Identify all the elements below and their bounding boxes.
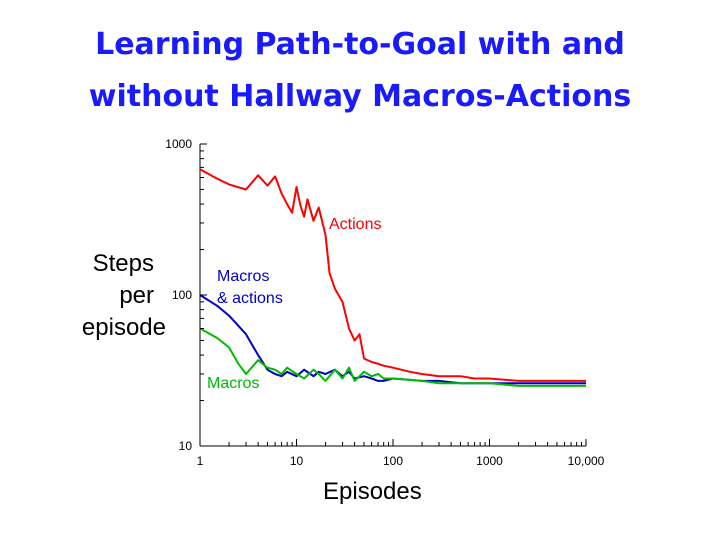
macros-actions-series-line — [199, 294, 586, 385]
actions-series-line — [199, 168, 586, 382]
x-tick-label: 100 — [383, 454, 403, 468]
x-tick-label: 10,000 — [568, 454, 605, 468]
y-axis-label-line-2: per — [119, 282, 154, 309]
y-tick-label: 100 — [172, 288, 192, 302]
y-axis-label-line-3: episode — [81, 314, 166, 341]
slide-title-line-2: without Hallway Macros-Actions — [88, 79, 632, 114]
chart-series — [199, 168, 586, 387]
macros-series-line — [199, 327, 586, 387]
chart-series-labels: Actions Macros & actions Macros — [207, 216, 381, 392]
y-tick-label: 1000 — [165, 137, 192, 151]
y-tick-label: 10 — [179, 439, 193, 453]
x-tick-label: 10 — [290, 454, 304, 468]
macros-series-label: Macros — [207, 375, 259, 392]
chart-ticks: 10 100 1000 1 10 100 1000 10,000 — [165, 137, 604, 468]
y-axis-label-line-1: Steps — [92, 250, 154, 277]
x-tick-label: 1000 — [476, 454, 503, 468]
slide-title-line-1: Learning Path-to-Goal with and — [95, 27, 625, 62]
macros-actions-series-label: & actions — [217, 290, 283, 307]
actions-series-label: Actions — [329, 216, 381, 233]
macros-actions-series-label: Macros — [217, 268, 269, 285]
x-axis-label: Episodes — [323, 478, 422, 505]
x-tick-label: 1 — [197, 454, 204, 468]
